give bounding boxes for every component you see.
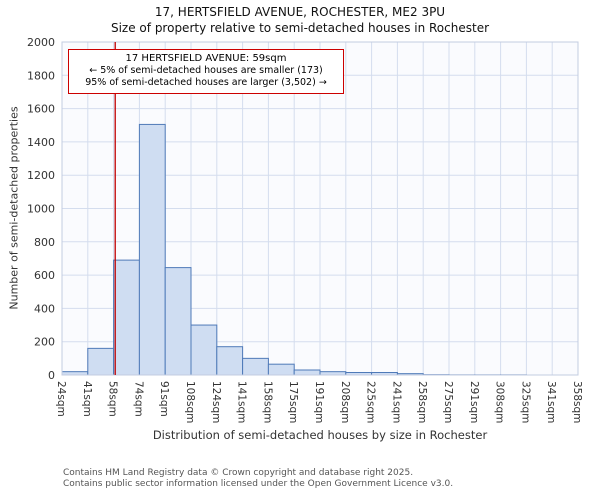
histogram-bar xyxy=(113,259,140,376)
annotation-box: 17 HERTSFIELD AVENUE: 59sqm ← 5% of semi… xyxy=(68,49,344,94)
x-tick-label: 158sqm xyxy=(261,381,273,423)
y-tick-label: 200 xyxy=(34,336,55,349)
y-tick-label: 1200 xyxy=(27,169,55,182)
x-tick-label: 325sqm xyxy=(519,381,531,423)
histogram-bar xyxy=(267,363,295,376)
chart-subtitle: Size of property relative to semi-detach… xyxy=(110,21,490,35)
footer-attribution-ogl: Contains public sector information licen… xyxy=(63,479,454,489)
x-tick-label: 108sqm xyxy=(184,381,196,423)
x-tick-label: 58sqm xyxy=(107,381,119,417)
y-axis-title: Number of semi-detached properties xyxy=(7,106,21,310)
y-tick-label: 1800 xyxy=(27,69,55,82)
y-tick-label: 1000 xyxy=(27,203,55,216)
x-tick-label: 91sqm xyxy=(158,381,170,417)
y-tick-label: 600 xyxy=(34,269,55,282)
x-tick-label: 141sqm xyxy=(236,381,248,423)
histogram-bar xyxy=(138,123,166,376)
x-tick-label: 358sqm xyxy=(571,381,583,423)
y-tick-label: 1600 xyxy=(27,103,55,116)
x-tick-label: 208sqm xyxy=(339,381,351,423)
plot-border xyxy=(61,41,579,376)
histogram-bar xyxy=(87,347,115,376)
histogram-bar xyxy=(190,324,218,376)
footer-attribution-hmlr: Contains HM Land Registry data © Crown c… xyxy=(63,468,414,478)
x-tick-label: 124sqm xyxy=(210,381,222,423)
x-tick-label: 24sqm xyxy=(55,381,67,417)
x-tick-label: 258sqm xyxy=(416,381,428,423)
x-tick-label: 308sqm xyxy=(494,381,506,423)
x-axis-title: Distribution of semi-detached houses by … xyxy=(152,428,488,442)
histogram-bar xyxy=(242,357,269,376)
histogram-bar xyxy=(164,267,192,376)
x-tick-label: 191sqm xyxy=(313,381,325,423)
x-tick-label: 225sqm xyxy=(365,381,377,423)
annotation-property-label: 17 HERTSFIELD AVENUE: 59sqm xyxy=(125,53,287,64)
x-tick-label: 241sqm xyxy=(390,381,402,423)
chart-title: 17, HERTSFIELD AVENUE, ROCHESTER, ME2 3P… xyxy=(154,5,446,19)
y-tick-label: 0 xyxy=(48,369,55,382)
y-tick-label: 400 xyxy=(34,302,55,315)
x-tick-label: 175sqm xyxy=(287,381,299,423)
y-tick-label: 800 xyxy=(34,236,55,249)
y-tick-label: 2000 xyxy=(27,36,55,49)
y-tick-label: 1400 xyxy=(27,136,55,149)
x-tick-label: 341sqm xyxy=(545,381,557,423)
x-tick-label: 74sqm xyxy=(132,381,144,417)
annotation-smaller-stat: ← 5% of semi-detached houses are smaller… xyxy=(89,65,323,76)
x-tick-label: 291sqm xyxy=(468,381,480,423)
histogram-bar xyxy=(293,369,321,376)
annotation-larger-stat: 95% of semi-detached houses are larger (… xyxy=(85,77,327,89)
histogram-bar xyxy=(216,346,244,376)
x-tick-label: 41sqm xyxy=(81,381,93,417)
x-tick-label: 275sqm xyxy=(442,381,454,423)
